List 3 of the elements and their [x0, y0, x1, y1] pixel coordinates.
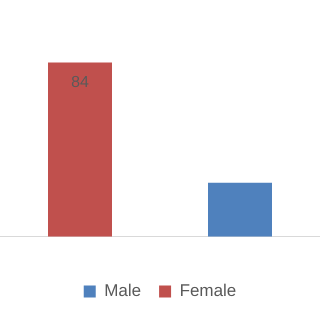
- data-label: 84: [71, 74, 89, 91]
- legend-label: Female: [180, 281, 236, 300]
- legend-label: Male: [104, 281, 142, 300]
